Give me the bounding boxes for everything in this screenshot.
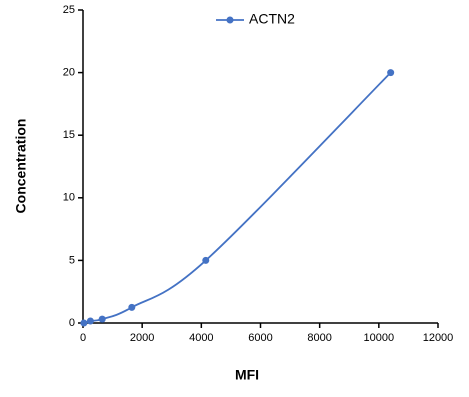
y-tick-label: 5 [69,254,75,266]
x-tick-label: 12000 [423,332,454,344]
data-point [86,317,94,325]
x-tick-label: 4000 [189,332,213,344]
x-tick-label: 2000 [130,332,154,344]
x-axis-title: MFI [235,367,259,383]
y-tick-label: 20 [63,67,75,79]
data-point [80,319,88,327]
y-tick-label: 10 [63,192,75,204]
x-tick-label: 10000 [364,332,395,344]
y-tick-label: 0 [69,317,75,329]
data-point [98,315,106,323]
legend-label: ACTN2 [249,11,295,27]
data-point [202,256,210,264]
y-tick-label: 25 [63,4,75,16]
legend-marker [226,16,234,24]
x-tick-label: 0 [80,332,86,344]
x-tick-label: 8000 [307,332,331,344]
y-tick-label: 15 [63,129,75,141]
series-line [83,71,392,324]
data-point [128,303,136,311]
y-axis-title: Concentration [13,119,29,214]
x-tick-label: 6000 [248,332,272,344]
data-point [387,69,395,77]
